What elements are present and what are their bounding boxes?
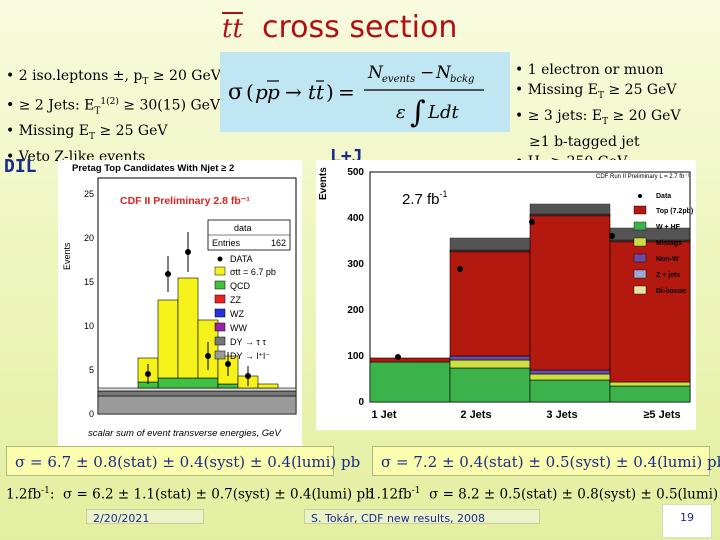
svg-text:DY → τ τ: DY → τ τ xyxy=(230,337,266,347)
lj-lumi-label: 2.7 fb-1 xyxy=(402,189,448,208)
svg-text:500: 500 xyxy=(347,167,364,178)
dil-xlabel: scalar sum of event transverse energies,… xyxy=(88,428,282,439)
svg-text:N: N xyxy=(367,63,384,83)
lj-category-1: 1 Jet xyxy=(371,409,396,421)
svg-text:300: 300 xyxy=(347,259,364,270)
svg-text:200: 200 xyxy=(347,305,364,316)
svg-text:): ) xyxy=(326,80,334,104)
svg-text:events: events xyxy=(382,74,415,85)
svg-text:Non-W: Non-W xyxy=(656,256,679,263)
svg-text:QCD: QCD xyxy=(230,281,251,291)
svg-text:DATA: DATA xyxy=(230,254,253,264)
svg-text:5: 5 xyxy=(89,365,94,375)
svg-text:(: ( xyxy=(246,80,254,104)
svg-text:ε: ε xyxy=(396,102,406,123)
svg-text:CDF Run II Preliminary L = 2.7: CDF Run II Preliminary L = 2.7 fb⁻¹ xyxy=(596,174,689,180)
lj-plot-svg: Events xyxy=(318,167,693,421)
svg-text:N: N xyxy=(435,63,452,83)
svg-text:162: 162 xyxy=(271,238,286,248)
svg-text:Events: Events xyxy=(62,242,72,270)
footer-author: S. Tokár, CDF new results, 2008 xyxy=(304,509,540,525)
dil-ht-plot: Pretag Top Candidates With Njet ≥ 2 xyxy=(58,160,302,446)
lj-cut-2: • Missing ET ≥ 25 GeV xyxy=(515,82,677,101)
svg-text:Mistags: Mistags xyxy=(656,240,682,247)
svg-text:σ: σ xyxy=(228,80,243,105)
svg-text:WW: WW xyxy=(230,323,247,333)
svg-text:σtt = 6.7 pb: σtt = 6.7 pb xyxy=(230,267,276,277)
svg-text:0: 0 xyxy=(89,409,94,419)
lj-category-4: ≥5 Jets xyxy=(643,409,680,421)
svg-text:ZZ: ZZ xyxy=(230,295,241,305)
svg-text:bckg: bckg xyxy=(450,74,474,85)
dil-cut-3: • Missing ET ≥ 25 GeV xyxy=(6,123,168,143)
lj-cut-3: • ≥ 3 jets: ET ≥ 20 GeV xyxy=(515,107,681,127)
lj-cut-4: ≥1 b-tagged jet xyxy=(529,133,640,150)
dil-preliminary-label: CDF II Preliminary 2.8 fb⁻¹ xyxy=(120,195,250,207)
svg-text:→: → xyxy=(285,80,302,104)
svg-text:400: 400 xyxy=(347,213,364,224)
dil-cuts-list: • 2 iso.leptons ±, pT ≥ 20 GeV • ≥ 2 Jet… xyxy=(6,66,221,167)
svg-text:−: − xyxy=(420,63,434,83)
svg-text:=: = xyxy=(338,80,355,104)
formula-svg: σ ( p p → t t ) = N events − N bckg ε ∫ … xyxy=(228,63,484,130)
lj-njet-plot: Events xyxy=(316,160,696,430)
lj-result-box: σ = 7.2 ± 0.4(stat) ± 0.5(syst) ± 0.4(lu… xyxy=(372,446,720,476)
svg-text:Ldt: Ldt xyxy=(427,102,459,123)
lj-category-3: 3 Jets xyxy=(546,409,577,421)
svg-text:100: 100 xyxy=(347,351,364,362)
svg-text:10: 10 xyxy=(84,321,94,331)
svg-text:data: data xyxy=(234,223,252,233)
dil-plot-title: Pretag Top Candidates With Njet ≥ 2 xyxy=(72,163,234,174)
svg-text:W + HF: W + HF xyxy=(656,224,681,231)
dil-tag: DIL xyxy=(4,156,37,177)
svg-text:20: 20 xyxy=(84,233,94,243)
svg-text:0: 0 xyxy=(358,397,364,408)
title-ttbar-symbol: tt xyxy=(222,14,243,44)
svg-text:DY → l⁺l⁻: DY → l⁺l⁻ xyxy=(230,351,270,361)
page-number: 19 xyxy=(662,504,712,538)
svg-text:15: 15 xyxy=(84,277,94,287)
svg-text:25: 25 xyxy=(84,189,94,199)
svg-text:Di-boson: Di-boson xyxy=(656,288,686,295)
cross-section-formula: σ ( p p → t t ) = N events − N bckg ε ∫ … xyxy=(220,52,510,132)
slide-title: cross section xyxy=(262,10,458,45)
lj-category-2: 2 Jets xyxy=(460,409,491,421)
svg-text:p: p xyxy=(255,80,268,104)
dil-cut-2: • ≥ 2 Jets: ET1(2) ≥ 30(15) GeV xyxy=(6,96,221,117)
svg-text:t: t xyxy=(308,80,317,104)
dil-plot-svg: Pretag Top Candidates With Njet ≥ 2 xyxy=(62,163,297,439)
svg-text:∫: ∫ xyxy=(410,95,426,130)
svg-text:Entries: Entries xyxy=(212,238,241,248)
lj-previous-result: 1.12fb-1 σ = 8.2 ± 0.5(stat) ± 0.8(syst)… xyxy=(368,486,720,503)
svg-text:Top (7.2pb): Top (7.2pb) xyxy=(656,208,693,215)
svg-text:Events: Events xyxy=(318,167,329,200)
svg-text:WZ: WZ xyxy=(230,309,244,319)
dil-cut-1: • 2 iso.leptons ±, pT ≥ 20 GeV xyxy=(6,68,221,87)
svg-text:Z + jets: Z + jets xyxy=(656,272,680,279)
lj-cut-1: • 1 electron or muon xyxy=(515,62,664,78)
svg-text:p: p xyxy=(267,80,280,104)
svg-text:t: t xyxy=(316,80,325,104)
dil-result-box: σ = 6.7 ± 0.8(stat) ± 0.4(syst) ± 0.4(lu… xyxy=(6,446,360,476)
svg-text:Data: Data xyxy=(656,193,671,200)
dil-previous-result: 1.2fb-1: σ = 6.2 ± 1.1(stat) ± 0.7(syst)… xyxy=(6,486,374,503)
footer-date: 2/20/2021 xyxy=(86,509,204,525)
